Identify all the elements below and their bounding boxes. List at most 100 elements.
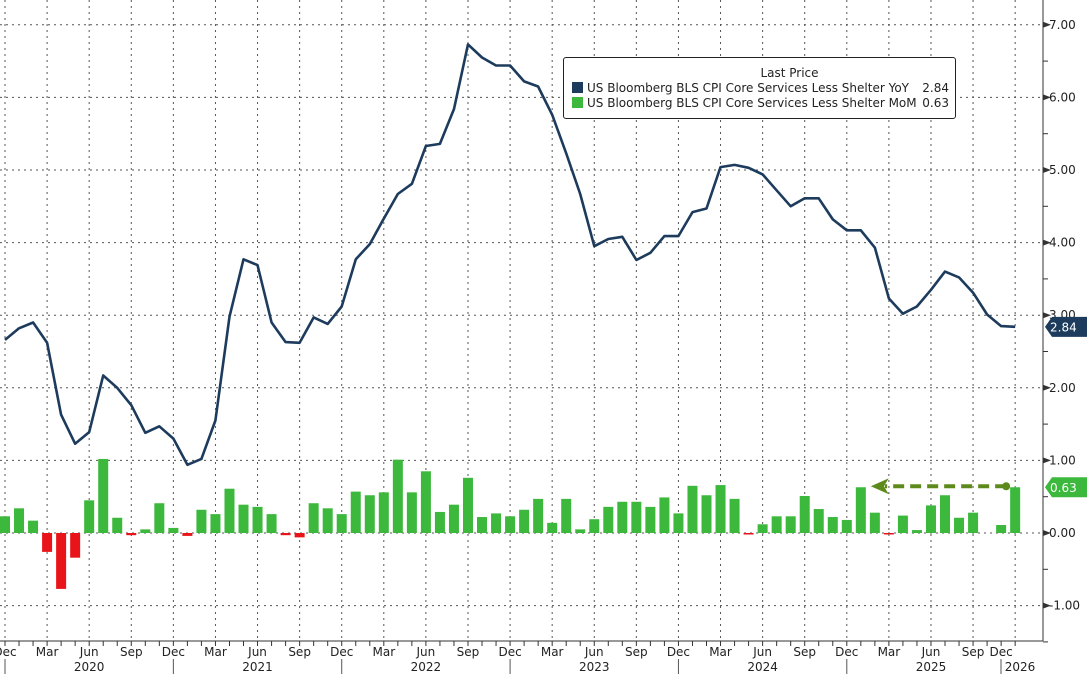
x-tick-label: Jun: [921, 645, 941, 659]
legend-swatch-mom: [572, 97, 583, 108]
bar-mom: [911, 530, 922, 533]
x-tick-label: Jun: [584, 645, 604, 659]
bar-mom: [378, 492, 389, 533]
x-tick-label: Mar: [36, 645, 59, 659]
bar-mom: [448, 504, 459, 533]
bar-mom: [533, 498, 544, 533]
bar-mom: [841, 519, 852, 533]
bar-mom: [462, 477, 473, 533]
bar-mom: [897, 515, 908, 533]
legend-label-mom: US Bloomberg BLS CPI Core Services Less …: [587, 95, 917, 110]
bar-mom: [561, 498, 572, 533]
y-tick-label: 4.00: [1049, 236, 1076, 250]
bar-mom: [575, 529, 586, 533]
bar-mom: [280, 533, 291, 536]
y-tick-label: 2.00: [1049, 381, 1076, 395]
bar-mom: [406, 492, 417, 533]
bar-mom: [477, 517, 488, 533]
bar-mom: [266, 514, 277, 533]
bar-mom: [392, 459, 403, 533]
x-tick-label: Dec: [990, 645, 1013, 659]
x-tick-label: Sep: [457, 645, 480, 659]
bar-mom: [743, 533, 754, 535]
y-tick-mark: [1043, 312, 1051, 319]
bar-mom: [715, 485, 726, 533]
x-year-label: 2022: [411, 660, 442, 674]
bar-mom: [182, 533, 193, 536]
x-tick-label: Dec: [0, 645, 17, 659]
bar-mom: [252, 506, 263, 533]
y-tick-mark: [1043, 239, 1051, 246]
bar-mom: [322, 508, 333, 533]
x-tick-label: Mar: [878, 645, 901, 659]
bar-mom: [869, 512, 880, 533]
bar-mom: [0, 516, 10, 533]
bar-mom: [154, 503, 165, 533]
bar-mom: [589, 519, 600, 533]
legend-swatch-yoy: [572, 82, 583, 93]
bar-mom: [196, 509, 207, 533]
bar-mom: [519, 509, 530, 533]
y-tick-mark: [1043, 384, 1051, 391]
bar-mom: [785, 516, 796, 533]
bar-mom: [547, 522, 558, 533]
bar-mom: [954, 517, 965, 533]
x-tick-label: Sep: [793, 645, 816, 659]
legend: Last Price US Bloomberg BLS CPI Core Ser…: [563, 57, 956, 119]
x-tick-label: Sep: [120, 645, 143, 659]
last-value-label-mom: 0.63: [1050, 481, 1077, 495]
x-tick-label: Mar: [541, 645, 564, 659]
legend-label-yoy: US Bloomberg BLS CPI Core Services Less …: [587, 80, 909, 95]
bar-mom: [126, 533, 137, 536]
bar-mom: [729, 498, 740, 533]
bar-mom: [687, 485, 698, 533]
y-tick-label: 1.00: [1049, 453, 1076, 467]
last-value-label-yoy: 2.84: [1050, 320, 1077, 334]
legend-entry-yoy: US Bloomberg BLS CPI Core Services Less …: [564, 80, 955, 95]
bar-mom: [224, 488, 235, 533]
bar-mom: [56, 533, 67, 589]
y-tick-label: 5.00: [1049, 163, 1076, 177]
x-tick-label: Jun: [79, 645, 99, 659]
bar-mom: [28, 520, 39, 533]
bar-mom: [757, 524, 768, 533]
x-tick-label: Dec: [498, 645, 521, 659]
bar-mom: [210, 514, 221, 533]
bar-mom: [140, 529, 151, 533]
bar-mom: [659, 497, 670, 533]
x-tick-label: Dec: [162, 645, 185, 659]
bar-mom: [701, 495, 712, 533]
last-value-tag-mom: [1045, 477, 1087, 498]
y-tick-label: 7.00: [1049, 18, 1076, 32]
bar-mom: [505, 516, 516, 533]
x-tick-label: Dec: [330, 645, 353, 659]
y-tick-mark: [1043, 167, 1051, 173]
bar-mom: [168, 527, 179, 533]
bar-mom: [364, 495, 375, 533]
y-tick-mark: [1043, 457, 1051, 464]
bar-mom: [813, 509, 824, 533]
bar-mom: [925, 505, 936, 533]
x-tick-label: Sep: [625, 645, 648, 659]
bar-mom: [617, 501, 628, 533]
annotation-arrowhead: [870, 478, 889, 495]
x-year-label: 2023: [579, 660, 610, 674]
bar-mom: [673, 513, 684, 533]
bar-mom: [42, 533, 53, 552]
bar-mom: [491, 513, 502, 533]
bar-mom: [350, 491, 361, 533]
bar-mom: [294, 533, 305, 538]
bar-mom: [308, 503, 319, 533]
bar-mom: [70, 533, 81, 558]
x-year-label: 2021: [242, 660, 273, 674]
bar-mom: [631, 501, 642, 533]
legend-value-yoy: 2.84: [922, 80, 949, 95]
y-tick-label: 6.00: [1049, 90, 1076, 104]
bar-mom: [799, 495, 810, 533]
bar-mom: [940, 495, 951, 533]
last-value-tag-yoy: [1045, 316, 1087, 337]
y-tick-label: -1.00: [1049, 599, 1080, 613]
bar-mom: [883, 533, 894, 535]
legend-value-mom: 0.63: [922, 95, 949, 110]
